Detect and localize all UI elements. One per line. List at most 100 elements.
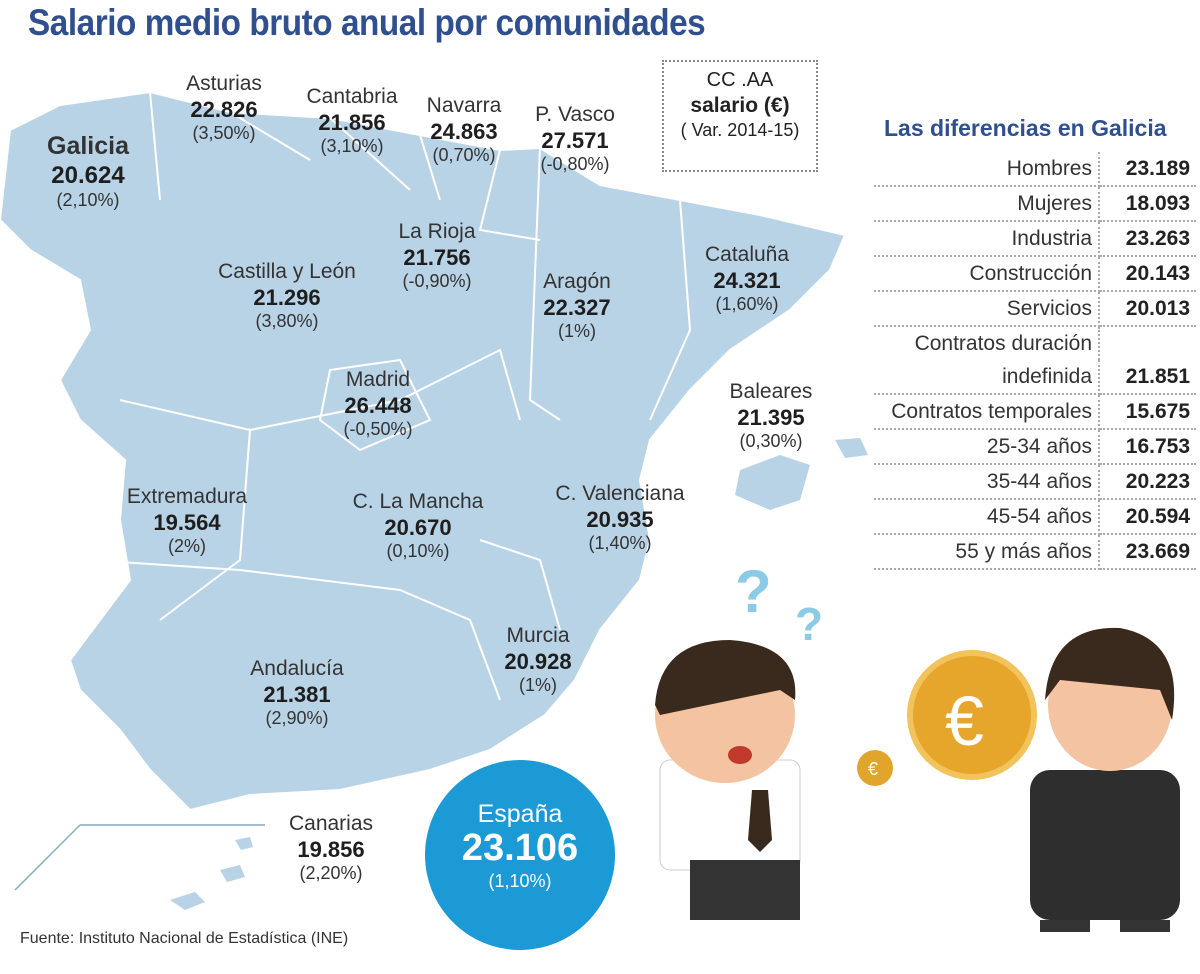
row-label: Servicios: [874, 291, 1100, 327]
legend-line2: salario (€): [690, 94, 790, 117]
spain-total-circle: España 23.106 (1,10%): [425, 760, 615, 950]
region-value: 20.928: [504, 648, 572, 674]
region-change: (2,20%): [299, 862, 363, 883]
row-label: 55 y más años: [874, 534, 1100, 570]
row-value: 23.669: [1099, 534, 1196, 570]
spain-name: España: [477, 800, 563, 828]
region-galicia: Galicia 20.624 (2,10%): [47, 132, 129, 211]
region-change: (2,90%): [265, 707, 329, 728]
region-name: Asturias: [186, 72, 262, 95]
region-name: Canarias: [288, 812, 374, 835]
region-value: 20.624: [51, 161, 125, 189]
region-asturias: Asturias 22.826 (3,50%): [186, 72, 262, 144]
region-value: 24.863: [430, 118, 498, 144]
row-value: 18.093: [1099, 186, 1196, 222]
region-change: (1%): [557, 320, 596, 341]
row-value: 23.263: [1099, 221, 1196, 257]
region-name: Murcia: [506, 624, 570, 647]
svg-text:€: €: [868, 759, 878, 779]
region-value: 22.327: [543, 294, 611, 320]
region-p-vasco: P. Vasco 27.571 (-0,80%): [535, 103, 615, 175]
svg-text:?: ?: [735, 558, 772, 625]
svg-text:€: €: [945, 682, 984, 760]
region-value: 22.826: [190, 96, 258, 122]
table-row: 55 y más años 23.669: [874, 534, 1196, 570]
region-name: Madrid: [345, 368, 411, 391]
row-label: Mujeres: [874, 186, 1100, 222]
region-value: 21.856: [318, 109, 386, 135]
row-value: 15.675: [1099, 394, 1196, 430]
region-name: C. Valenciana: [555, 482, 685, 505]
region-name: La Rioja: [398, 220, 476, 243]
region-madrid: Madrid 26.448 (-0,50%): [343, 368, 412, 440]
row-value: 20.143: [1099, 256, 1196, 292]
region-extremadura: Extremadura 19.564 (2%): [127, 485, 247, 557]
row-label: 45-54 años: [874, 499, 1100, 535]
table-row: 35-44 años 20.223: [874, 464, 1196, 500]
region-castilla-y-leon: Castilla y León 21.296 (3,80%): [218, 260, 356, 332]
region-cataluna: Cataluña 24.321 (1,60%): [705, 243, 789, 315]
table-row: Construcción 20.143: [874, 256, 1196, 292]
region-andalucia: Andalucía 21.381 (2,90%): [250, 657, 343, 729]
region-change: (-0,90%): [402, 270, 472, 291]
row-value: 23.189: [1099, 152, 1196, 187]
row-label: Construcción: [874, 256, 1100, 292]
region-name: Extremadura: [126, 485, 248, 508]
region-c-valenciana: C. Valenciana 20.935 (1,40%): [555, 482, 684, 554]
region-name: Baleares: [729, 380, 813, 403]
region-name: C. La Mancha: [352, 490, 484, 513]
table-row: Industria 23.263: [874, 221, 1196, 257]
region-murcia: Murcia 20.928 (1%): [504, 624, 571, 696]
legend-box: CC .AA salario (€) ( Var. 2014-15): [662, 60, 818, 172]
region-canarias: Canarias 19.856 (2,20%): [289, 812, 373, 884]
region-change: (0,30%): [739, 430, 803, 451]
row-label: Contratos duración: [874, 326, 1100, 360]
region-value: 21.381: [263, 681, 331, 707]
region-borders: [89, 91, 692, 701]
region-change: (3,50%): [192, 122, 256, 143]
page-title: Salario medio bruto anual por comunidade…: [28, 2, 706, 43]
table-row: Contratos duración: [874, 326, 1196, 360]
spain-value: 23.106: [461, 827, 579, 869]
row-label: 35-44 años: [874, 464, 1100, 500]
region-change: (-0,80%): [540, 153, 610, 174]
region-name: Cataluña: [704, 243, 790, 266]
region-value: 21.395: [737, 404, 805, 430]
region-name: Cantabria: [306, 85, 398, 108]
region-la-rioja: La Rioja 21.756 (-0,90%): [398, 220, 475, 292]
table-row: Servicios 20.013: [874, 291, 1196, 327]
region-value: 21.296: [253, 284, 321, 310]
region-c-la-mancha: C. La Mancha 20.670 (0,10%): [353, 490, 484, 562]
region-change: (-0,50%): [343, 418, 413, 439]
region-change: (0,70%): [432, 144, 496, 165]
source-note: Fuente: Instituto Nacional de Estadístic…: [20, 930, 349, 947]
region-value: 19.856: [297, 836, 365, 862]
legend-line1: CC .AA: [706, 69, 774, 91]
region-baleares: Baleares 21.395 (0,30%): [730, 380, 813, 452]
region-value: 26.448: [344, 392, 412, 418]
spain-change: (1,10%): [488, 871, 552, 891]
region-value: 21.756: [403, 244, 471, 270]
svg-text:?: ?: [795, 598, 823, 650]
region-aragon: Aragón 22.327 (1%): [543, 270, 611, 342]
table-row: Contratos temporales 15.675: [874, 394, 1196, 430]
region-value: 20.670: [384, 514, 452, 540]
canary-islands: [170, 837, 253, 910]
region-change: (1,60%): [715, 293, 779, 314]
region-change: (0,10%): [386, 540, 450, 561]
table-row: Hombres 23.189: [874, 152, 1196, 187]
region-change: (1%): [518, 674, 558, 695]
row-label: 25-34 años: [874, 429, 1100, 465]
region-change: (3,80%): [255, 310, 319, 331]
galicia-table: Hombres 23.189 Mujeres 18.093 Industria 23.26…: [874, 152, 1196, 570]
row-label: Contratos temporales: [874, 394, 1100, 430]
region-value: 20.935: [586, 506, 654, 532]
region-change: (2%): [167, 535, 206, 556]
legend-line3: ( Var. 2014-15): [680, 120, 800, 141]
row-value: 20.223: [1099, 464, 1196, 500]
confused-man-illustration: ? ? €: [655, 558, 893, 920]
galicia-table-title: Las diferencias en Galicia: [884, 115, 1167, 141]
row-value: 21.851: [1099, 360, 1196, 395]
